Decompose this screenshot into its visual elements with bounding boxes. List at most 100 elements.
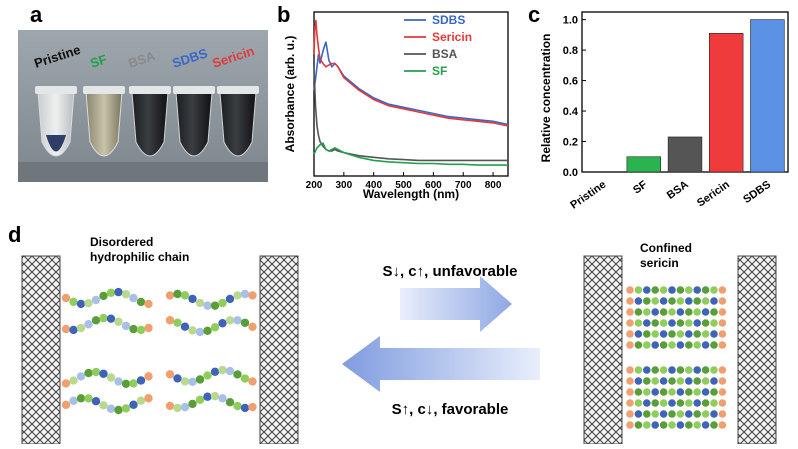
- confined-bead: [693, 366, 701, 374]
- concentration-ytick-label: 0.0: [563, 167, 578, 179]
- chain-bead: [129, 293, 138, 303]
- chain-bead: [165, 316, 175, 325]
- vial-sericin: [217, 86, 259, 157]
- confined-bead: [626, 286, 634, 294]
- confined-bead: [643, 297, 651, 305]
- confined-bead: [668, 319, 676, 327]
- top-arrow-text: S↓, c↑, unfavorable: [382, 263, 517, 280]
- category-label-sf: SF: [631, 178, 650, 196]
- panel-letter-a: a: [30, 2, 43, 27]
- confined-bead: [718, 410, 727, 418]
- chain-bead: [61, 400, 71, 410]
- chain-bead: [188, 377, 197, 387]
- confined-bead: [634, 377, 643, 385]
- chain-bead: [136, 325, 146, 335]
- bar-bsa: [667, 136, 703, 173]
- chain-bead: [69, 297, 78, 307]
- chain-bead: [233, 370, 242, 379]
- chain-bead: [76, 299, 86, 309]
- legend-label-bsa: BSA: [432, 47, 458, 61]
- confined-bead: [659, 366, 668, 374]
- confined-bead: [710, 330, 718, 338]
- absorbance-xtick-label: 700: [455, 180, 472, 191]
- chain-bead: [210, 391, 220, 401]
- confined-bead: [718, 388, 727, 396]
- confined-bead: [676, 377, 685, 385]
- confined-bead: [634, 308, 643, 316]
- confined-bead: [626, 341, 634, 349]
- chain-bead: [136, 297, 146, 307]
- arrow-left: [342, 336, 540, 392]
- legend-label-sericin: Sericin: [432, 30, 472, 44]
- left-label-line1: Disordered: [90, 235, 153, 249]
- confined-bead: [626, 330, 634, 338]
- chain-bead: [144, 372, 153, 381]
- concentration-ytick-label: 0.8: [563, 45, 578, 57]
- absorbance-chart-svg: Absorbance (arb. u.) Wavelength (nm) 200…: [283, 11, 509, 201]
- chain-bead: [114, 405, 123, 415]
- absorbance-xtick-label: 300: [336, 180, 353, 191]
- confined-bead: [710, 388, 718, 396]
- confined-bead: [701, 410, 710, 418]
- confined-bead: [685, 341, 693, 349]
- confined-bead: [659, 377, 668, 385]
- confined-bead: [710, 286, 718, 294]
- confined-bead: [659, 330, 668, 338]
- confined-bead: [651, 308, 659, 316]
- absorbance-series-bsa: [313, 66, 508, 162]
- bar-sf: [626, 156, 661, 173]
- chain-bead: [106, 288, 116, 297]
- confined-bead: [668, 308, 676, 316]
- chain-bead: [91, 367, 101, 377]
- chain-bead: [136, 396, 146, 405]
- chain-bead: [195, 327, 205, 337]
- chain-bead: [225, 316, 235, 325]
- confined-bead: [718, 330, 727, 338]
- chain-bead: [114, 377, 123, 386]
- confined-bead: [643, 377, 651, 385]
- chain-bead: [76, 323, 86, 333]
- confined-bead: [634, 399, 643, 407]
- confined-bead: [668, 399, 676, 407]
- confined-bead: [659, 297, 668, 305]
- chain-bead: [129, 379, 138, 388]
- chain-bead: [84, 320, 93, 329]
- chain-bead: [91, 397, 101, 406]
- confined-bead: [668, 377, 676, 385]
- chain-bead: [91, 316, 101, 325]
- chain-bead: [69, 396, 78, 406]
- confined-bead: [651, 366, 659, 374]
- chain-bead: [218, 298, 227, 308]
- confined-bead: [659, 286, 668, 294]
- chain-bead: [61, 379, 71, 388]
- confined-bead: [693, 399, 701, 407]
- confined-bead: [643, 366, 651, 374]
- chain-bead: [144, 323, 153, 333]
- confined-bead: [718, 377, 727, 385]
- confined-bead: [685, 319, 693, 327]
- category-label-pristine: Pristine: [568, 179, 608, 212]
- chain-bead: [203, 301, 212, 310]
- vial-photo-svg: Pristine SF BSA SDBS Sericin: [18, 30, 268, 182]
- panel-letter-c: c: [528, 2, 541, 27]
- confined-bead: [634, 421, 643, 429]
- confined-bead: [718, 297, 727, 305]
- absorbance-xtick-label: 400: [365, 180, 382, 191]
- confined-bead: [701, 388, 710, 396]
- chain-bead: [188, 294, 197, 304]
- chain-bead: [114, 287, 123, 297]
- bottom-arrow-text: S↑, c↓, favorable: [392, 401, 509, 418]
- nanotube-wall-left-1: [21, 255, 61, 445]
- concentration-ytick-label: 0.4: [563, 106, 579, 118]
- confined-bead: [626, 366, 634, 374]
- chain-bead: [106, 373, 116, 382]
- absorbance-xtick-label: 800: [485, 180, 502, 191]
- confined-bead: [718, 286, 727, 294]
- vial-pristine: [35, 86, 77, 157]
- nanotube-wall-left-2: [259, 255, 299, 445]
- confined-bead: [685, 330, 693, 338]
- confined-bead: [701, 297, 710, 305]
- confined-bead: [668, 286, 676, 294]
- confined-bead: [659, 341, 668, 349]
- confined-bead: [701, 341, 710, 349]
